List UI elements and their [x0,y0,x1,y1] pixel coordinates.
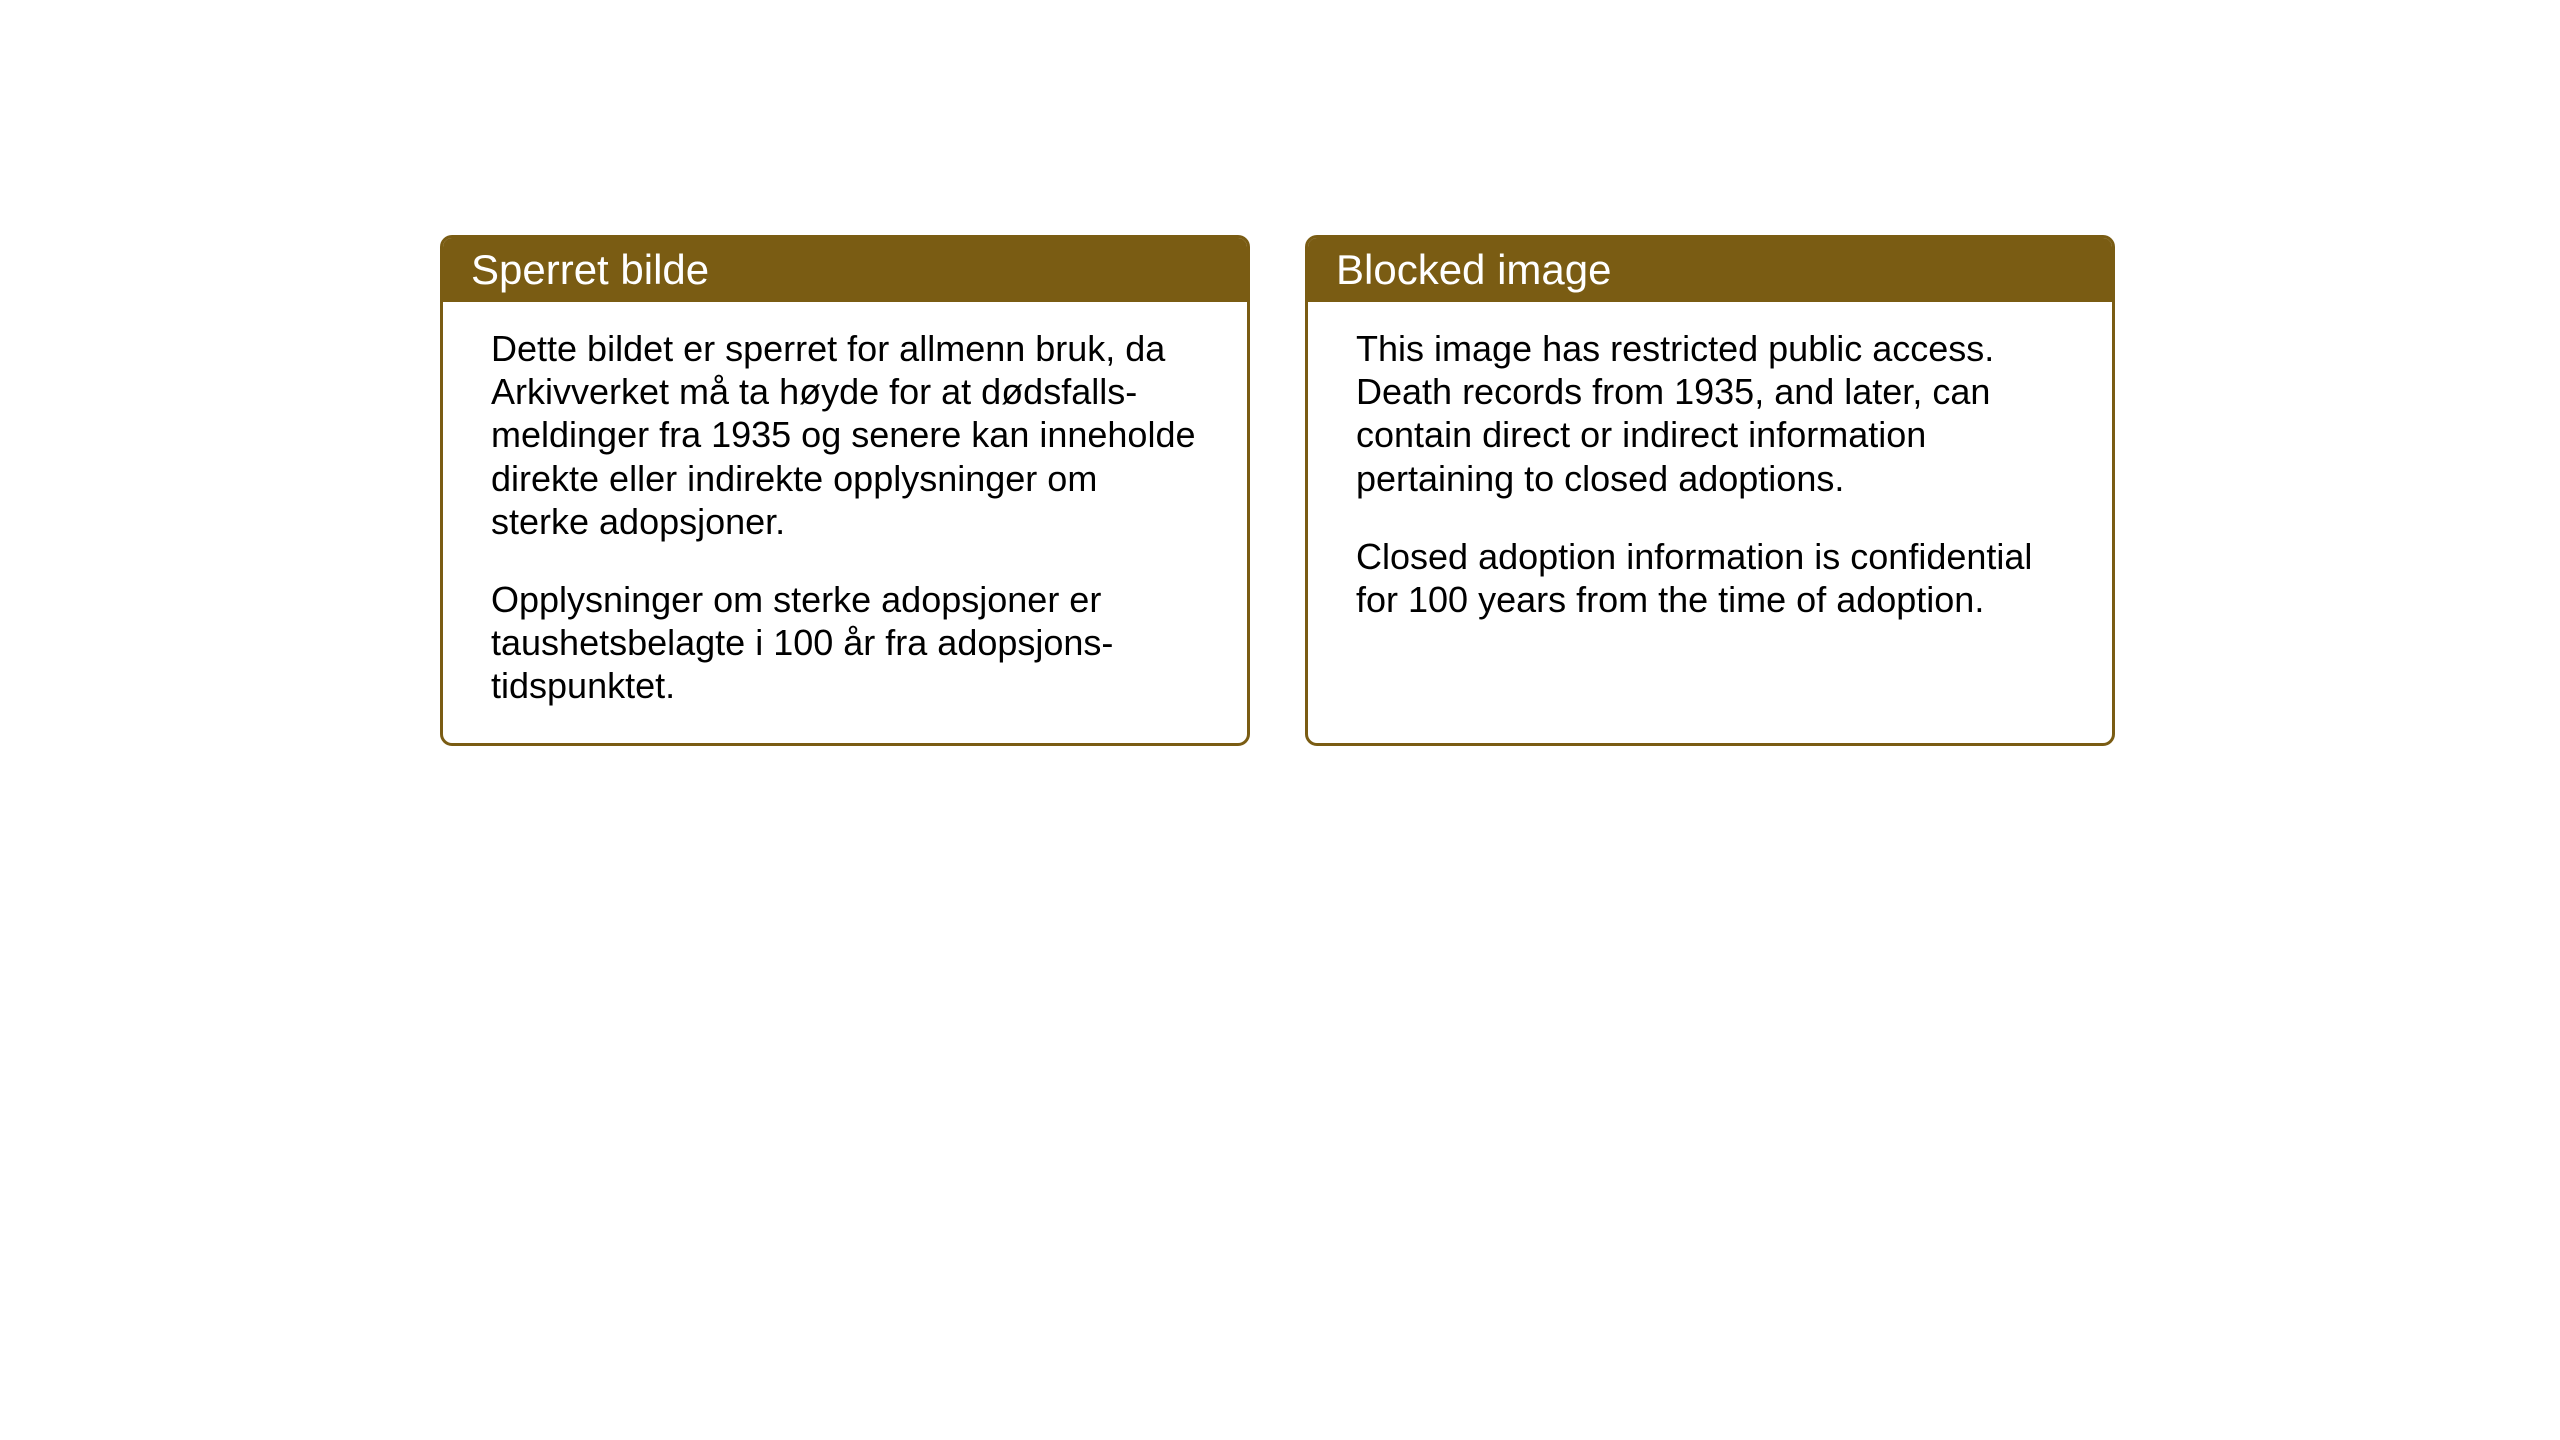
card-header-norwegian: Sperret bilde [443,238,1247,302]
card-english: Blocked image This image has restricted … [1305,235,2115,746]
paragraph-2-english: Closed adoption information is confident… [1356,535,2064,621]
card-header-english: Blocked image [1308,238,2112,302]
paragraph-1-norwegian: Dette bildet er sperret for allmenn bruk… [491,327,1199,543]
card-body-norwegian: Dette bildet er sperret for allmenn bruk… [443,302,1247,743]
cards-container: Sperret bilde Dette bildet er sperret fo… [440,235,2115,746]
paragraph-2-norwegian: Opplysninger om sterke adopsjoner er tau… [491,578,1199,708]
card-body-english: This image has restricted public access.… [1308,302,2112,656]
paragraph-1-english: This image has restricted public access.… [1356,327,2064,500]
card-norwegian: Sperret bilde Dette bildet er sperret fo… [440,235,1250,746]
card-title-norwegian: Sperret bilde [471,246,709,293]
card-title-english: Blocked image [1336,246,1611,293]
